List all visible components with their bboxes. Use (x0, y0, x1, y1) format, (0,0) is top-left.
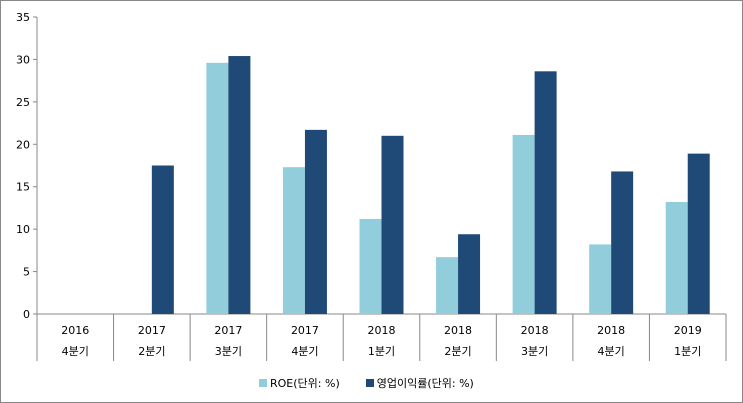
bar-roe (206, 62, 229, 314)
x-tick-label-year: 2018 (521, 324, 549, 337)
bar-operating-margin (381, 135, 404, 314)
x-tick-label-year: 2018 (597, 324, 625, 337)
bar-roe (282, 167, 305, 314)
legend-item-operating-margin: 영업이익률(단위: %) (365, 375, 474, 391)
bar-operating-margin (458, 234, 481, 314)
x-tick-label-year: 2016 (61, 324, 89, 337)
y-tick-label: 30 (16, 53, 30, 66)
bar-operating-margin (304, 129, 327, 314)
x-tick-label-quarter: 4분기 (291, 345, 318, 358)
legend-label-operating-margin: 영업이익률(단위: %) (376, 377, 474, 390)
x-tick-label-year: 2019 (674, 324, 702, 337)
bar-operating-margin (151, 165, 174, 314)
y-tick-label: 10 (16, 223, 30, 236)
x-tick-label-quarter: 4분기 (598, 345, 625, 358)
x-tick-label-quarter: 2분기 (444, 345, 471, 358)
bar-operating-margin (228, 56, 251, 314)
y-tick-label: 15 (16, 181, 30, 194)
x-tick-label-year: 2017 (214, 324, 242, 337)
x-tick-label-quarter: 4분기 (62, 345, 89, 358)
x-tick-label-year: 2018 (368, 324, 396, 337)
legend-item-roe: ROE(단위: %) (259, 375, 340, 391)
bar-roe (359, 218, 382, 314)
x-tick-label-quarter: 1분기 (674, 345, 701, 358)
legend: ROE(단위: %) 영업이익률(단위: %) (259, 375, 474, 391)
y-tick-label: 25 (16, 96, 30, 109)
x-tick-label-quarter: 3분기 (215, 345, 242, 358)
bar-operating-margin (687, 153, 710, 314)
x-tick-label-quarter: 2분기 (138, 345, 165, 358)
bar-roe (436, 257, 459, 314)
y-tick-label: 35 (16, 11, 30, 24)
legend-label-roe: ROE(단위: %) (270, 377, 340, 390)
legend-swatch-operating-margin (365, 379, 374, 387)
bar-roe (512, 134, 535, 314)
x-tick-label-year: 2017 (291, 324, 319, 337)
x-tick-label-year: 2018 (444, 324, 472, 337)
bar-roe (665, 201, 688, 314)
y-tick-label: 5 (23, 266, 30, 279)
bar-roe (589, 244, 612, 314)
bar-operating-margin (611, 171, 634, 314)
x-tick-label-quarter: 1분기 (368, 345, 395, 358)
x-tick-label-year: 2017 (138, 324, 166, 337)
y-tick-label: 0 (23, 308, 30, 321)
bar-operating-margin (534, 71, 557, 315)
y-tick-label: 20 (16, 138, 30, 151)
legend-swatch-roe (259, 379, 267, 387)
x-tick-label-quarter: 3분기 (521, 345, 548, 358)
